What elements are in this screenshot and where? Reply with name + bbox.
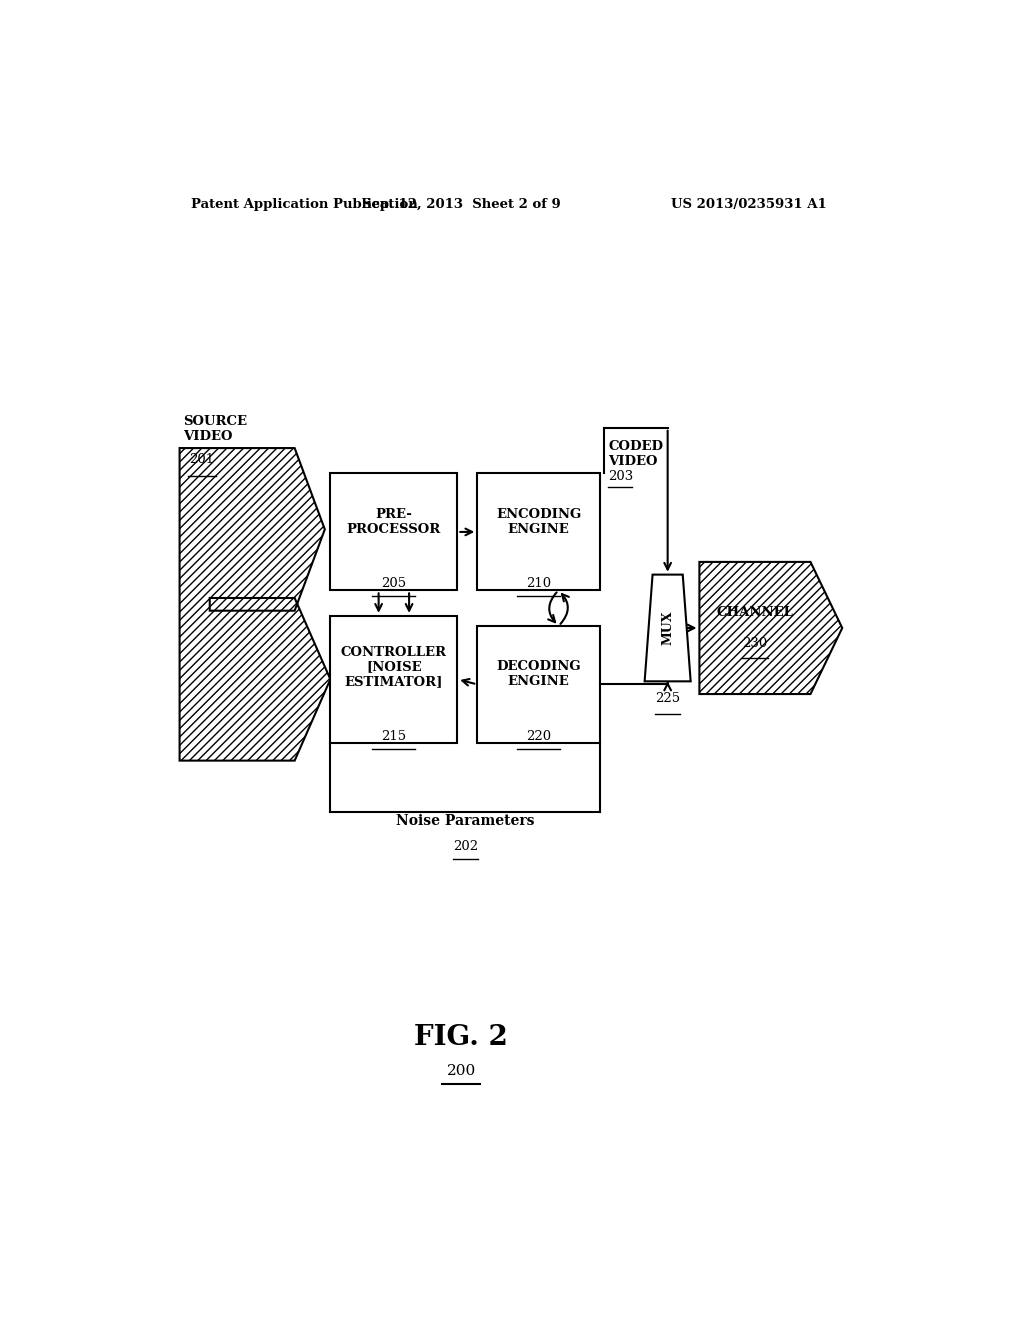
Text: 201: 201 [189,453,214,466]
FancyBboxPatch shape [331,615,458,743]
Text: 220: 220 [526,730,551,743]
FancyBboxPatch shape [477,626,600,743]
Text: 205: 205 [381,577,407,590]
Text: Noise Parameters: Noise Parameters [396,814,535,828]
Text: FIG. 2: FIG. 2 [415,1024,508,1051]
Text: 203: 203 [608,470,634,483]
Text: 202: 202 [453,841,478,854]
Text: US 2013/0235931 A1: US 2013/0235931 A1 [671,198,826,211]
Text: MUX: MUX [662,611,674,645]
Text: DECODING
ENGINE: DECODING ENGINE [497,660,581,688]
Polygon shape [179,447,331,760]
Text: CHANNEL: CHANNEL [717,606,794,619]
Text: 215: 215 [381,730,407,743]
Text: 230: 230 [742,636,768,649]
Text: 210: 210 [526,577,551,590]
Text: 200: 200 [446,1064,476,1078]
Text: CODED
VIDEO: CODED VIDEO [608,441,664,469]
FancyBboxPatch shape [477,474,600,590]
Text: SOURCE
VIDEO: SOURCE VIDEO [183,414,248,444]
Polygon shape [699,562,842,694]
Text: CONTROLLER
[NOISE
ESTIMATOR]: CONTROLLER [NOISE ESTIMATOR] [341,645,446,689]
Text: ENCODING
ENGINE: ENCODING ENGINE [496,508,582,536]
FancyBboxPatch shape [331,474,458,590]
Polygon shape [645,574,690,681]
Text: Patent Application Publication: Patent Application Publication [191,198,418,211]
Text: PRE-
PROCESSOR: PRE- PROCESSOR [347,508,441,536]
Text: 225: 225 [655,692,680,705]
Text: Sep. 12, 2013  Sheet 2 of 9: Sep. 12, 2013 Sheet 2 of 9 [361,198,561,211]
